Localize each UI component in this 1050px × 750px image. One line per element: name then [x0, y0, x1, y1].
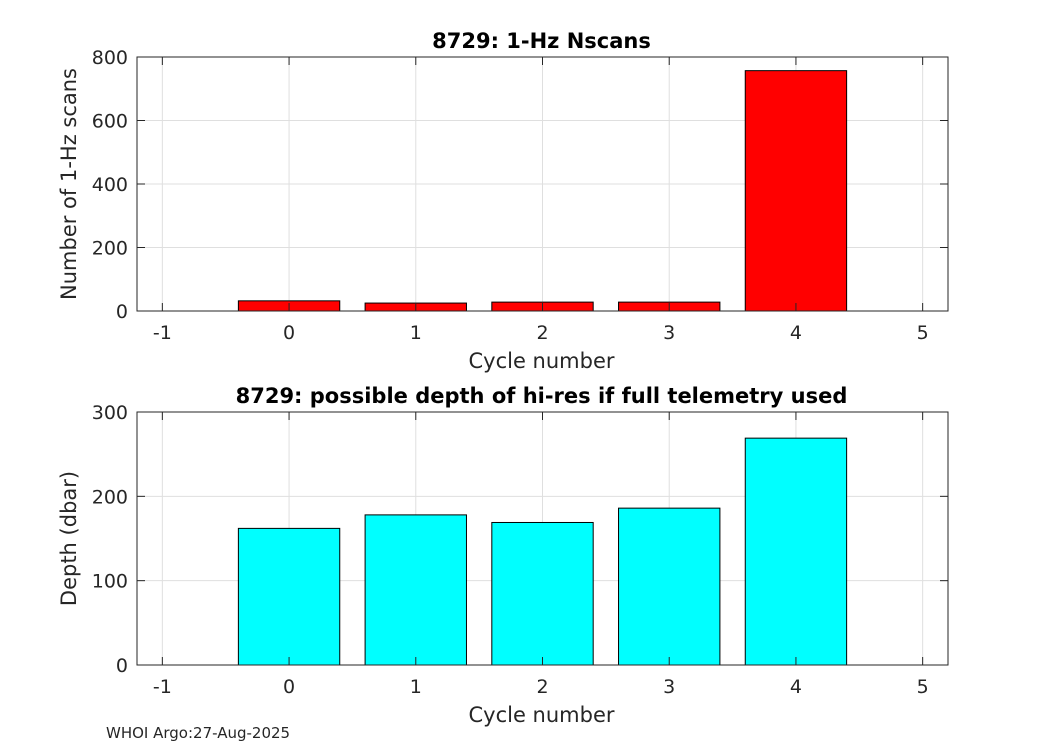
chart1-y-tick-label: 0: [116, 301, 128, 323]
chart2-x-tick-label: 3: [663, 676, 675, 698]
chart2-bar: [744, 437, 848, 666]
footer-credit: WHOI Argo:27-Aug-2025: [106, 724, 291, 742]
chart2-bar: [618, 507, 721, 666]
chart1-bar: [744, 70, 848, 312]
chart1-x-tick-label: -1: [153, 322, 172, 344]
chart1-x-tick-label: 2: [536, 322, 548, 344]
chart1-y-tick-label: 600: [92, 111, 128, 133]
chart2-y-axis-label: Depth (dbar): [57, 471, 81, 606]
chart2-bar: [491, 521, 594, 666]
chart1-y-tick-label: 800: [92, 47, 128, 69]
chart2-x-tick-label: 4: [790, 676, 802, 698]
chart2-y-tick-label: 0: [116, 655, 128, 677]
chart1-title: 8729: 1-Hz Nscans: [432, 29, 651, 53]
chart1-x-axis-label: Cycle number: [468, 349, 614, 373]
chart2-x-tick-label: -1: [153, 676, 172, 698]
chart2-x-axis-label: Cycle number: [468, 703, 614, 727]
chart1-x-tick-label: 0: [283, 322, 295, 344]
chart1-x-tick-label: 4: [790, 322, 802, 344]
chart2-bar: [364, 514, 467, 666]
chart2-title: 8729: possible depth of hi-res if full t…: [236, 384, 848, 408]
chart2-y-tick-label: 200: [92, 486, 128, 508]
chart2-x-tick-label: 5: [917, 676, 929, 698]
chart1-x-tick-label: 3: [663, 322, 675, 344]
chart2-y-tick-label: 300: [92, 402, 128, 424]
chart1-y-tick-label: 200: [92, 238, 128, 260]
chart2-x-tick-label: 0: [283, 676, 295, 698]
chart2-y-tick-label: 100: [92, 571, 128, 593]
chart1-x-tick-label: 1: [410, 322, 422, 344]
chart1-x-tick-label: 5: [917, 322, 929, 344]
chart2-x-tick-label: 2: [536, 676, 548, 698]
chart2-bar: [237, 527, 341, 666]
chart1-y-axis-label: Number of 1-Hz scans: [57, 68, 81, 300]
chart1-y-tick-label: 400: [92, 174, 128, 196]
chart2-x-tick-label: 1: [410, 676, 422, 698]
